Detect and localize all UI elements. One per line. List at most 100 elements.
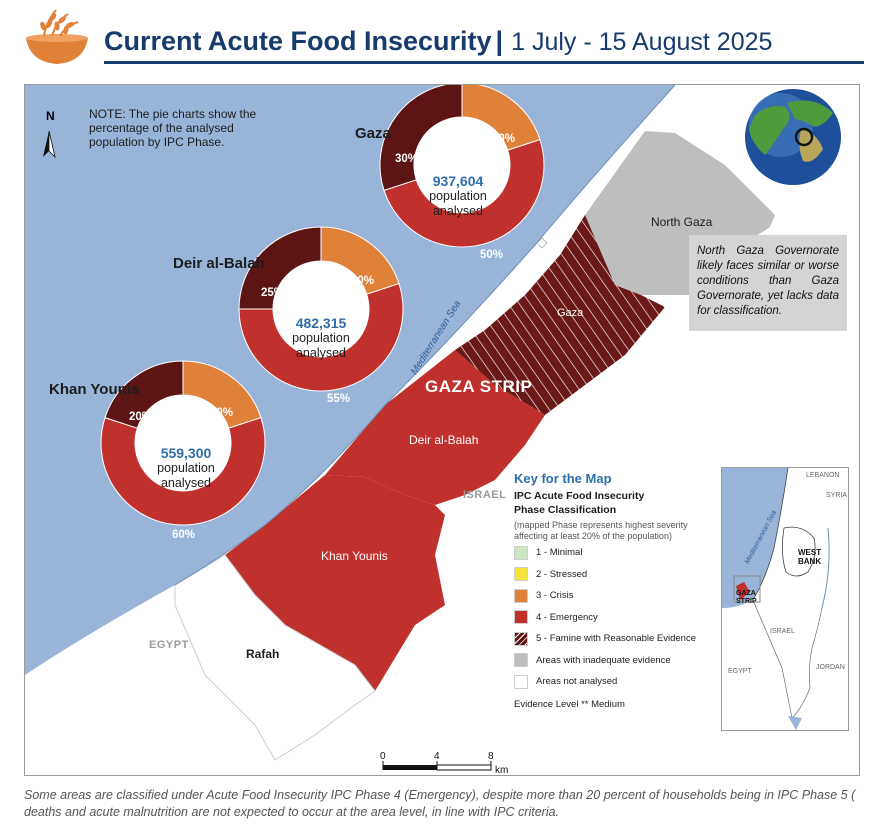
diamond-marker (536, 237, 548, 249)
legend-item-crisis: 3 - Crisis (514, 585, 706, 607)
label-north-gaza: North Gaza (651, 215, 713, 229)
khan-younis-area (225, 475, 445, 691)
swatch-not-analysed (514, 674, 528, 689)
legend-subtitle-line1: IPC Acute Food Insecurity (514, 490, 645, 502)
analysed-caption: analysed (295, 346, 347, 360)
legend-label: Areas not analysed (536, 676, 618, 688)
pct-deir-famine: 25% (261, 287, 285, 299)
inset-label-jordan: JORDAN (816, 664, 845, 671)
title-text: Current Acute Food Insecurity (104, 26, 492, 56)
inset-label-gaza-strip: GAZA STRIP (736, 590, 757, 605)
legend-label: 5 - Famine with Reasonable Evidence (536, 633, 697, 645)
pie-hole (273, 261, 369, 357)
footer-note: Some areas are classified under Acute Fo… (24, 787, 855, 821)
label-rafah: Rafah (246, 647, 280, 661)
swatch-crisis (514, 588, 528, 603)
analysed-caption: analysed (432, 204, 484, 218)
pct-khan-emergency: 60% (172, 529, 196, 541)
map-canvas (25, 85, 841, 771)
inset-label-egypt: EGYPT (728, 668, 752, 675)
inset-label-west-bank: WEST BANK (798, 548, 822, 566)
gaza-governorate-area (455, 215, 665, 415)
legend-item-famine: 5 - Famine with Reasonable Evidence (514, 628, 706, 650)
legend-label: 3 - Crisis (536, 590, 574, 602)
pct-khan-famine: 20% (129, 411, 153, 423)
scale-tick-0: 0 (380, 751, 386, 762)
rafah-area (174, 554, 376, 761)
label-gaza-strip: GAZA STRIP (425, 377, 533, 396)
footer-line-1: Some areas are classified under Acute Fo… (24, 788, 856, 802)
pct-deir-emergency: 55% (327, 393, 351, 405)
label-israel: ISRAEL (463, 489, 507, 501)
title-separator: | (495, 26, 504, 56)
evidence-label: Evidence Level (514, 698, 579, 710)
title-date-range: 1 July - 15 August 2025 (511, 28, 773, 56)
legend-subtitle-line2: Phase Classification (514, 504, 617, 516)
coastline (174, 85, 676, 586)
pie-title-gaza: Gaza (355, 125, 391, 142)
deir-al-balah-area (325, 350, 545, 505)
map-frame: N NOTE: The pie charts show the percenta… (24, 84, 860, 776)
legend-item-stressed: 2 - Stressed (514, 564, 706, 586)
north-label: N (46, 109, 55, 123)
legend-note: (mapped Phase represents highest severit… (514, 520, 688, 541)
label-gaza: Gaza (557, 307, 584, 319)
population-value: 482,315 (295, 315, 347, 331)
swatch-emergency (514, 610, 528, 625)
swatch-minimal (514, 545, 528, 560)
analysed-caption: analysed (160, 476, 212, 490)
swatch-stressed (514, 567, 528, 582)
inset-label-israel: ISRAEL (770, 628, 795, 635)
inset-label-syria: SYRIA (826, 492, 848, 499)
evidence-level: Evidence Level ** Medium (514, 699, 706, 710)
legend-label: 1 - Minimal (536, 547, 583, 559)
pie-note: NOTE: The pie charts show the percentage… (89, 107, 257, 149)
population-value: 559,300 (160, 445, 212, 461)
label-deir-al-balah: Deir al-Balah (409, 433, 479, 447)
wheat-bowl-icon (26, 9, 88, 64)
globe-icon (745, 89, 841, 185)
inset-map: LEBANON SYRIA WEST BANK GAZA STRIP ISRAE… (721, 467, 849, 731)
inset-map-canvas (722, 468, 830, 730)
evidence-value: ** Medium (581, 698, 625, 710)
north-arrow-icon (43, 130, 56, 159)
legend-item-inadequate: Areas with inadequate evidence (514, 650, 706, 672)
legend-label: Areas with inadequate evidence (536, 654, 671, 666)
page-title: Current Acute Food Insecurity | 1 July - 1… (104, 26, 772, 57)
north-gaza-note: North Gaza Governorate likely faces simi… (689, 235, 847, 331)
pie-center-gaza: 937,604 population analysed (408, 173, 508, 219)
population-caption: population (292, 331, 350, 345)
pct-gaza-emergency: 50% (480, 249, 504, 261)
label-egypt: EGYPT (149, 639, 189, 651)
footer-line-2: deaths and acute malnutrition are not ex… (24, 805, 560, 819)
pie-title-khan-younis: Khan Younis (49, 381, 140, 398)
pie-hole (135, 395, 231, 491)
pct-gaza-famine: 30% (395, 153, 419, 165)
legend-item-emergency: 4 - Emergency (514, 607, 706, 629)
title-bar: Current Acute Food Insecurity | 1 July - 1… (0, 0, 884, 70)
swatch-inadequate (514, 653, 528, 668)
pie-title-deir-al-balah: Deir al-Balah (173, 255, 265, 272)
legend-label: 4 - Emergency (536, 611, 598, 623)
pct-khan-crisis: 20% (210, 407, 234, 419)
label-khan-younis: Khan Younis (321, 549, 388, 563)
pie-center-khan-younis: 559,300 population analysed (136, 445, 236, 491)
title-underline (104, 61, 864, 64)
pct-deir-crisis: 20% (351, 275, 375, 287)
map-legend: Key for the Map IPC Acute Food Insecurit… (509, 467, 711, 729)
scale-unit: km (495, 765, 509, 776)
inset-label-lebanon: LEBANON (806, 472, 840, 479)
pie-hole (414, 117, 510, 213)
scale-tick-4: 4 (434, 751, 440, 762)
population-value: 937,604 (432, 173, 484, 189)
population-caption: population (157, 461, 215, 475)
pct-gaza-crisis: 20% (492, 133, 516, 145)
legend-subtitle: IPC Acute Food Insecurity Phase Classifi… (514, 489, 706, 517)
swatch-famine (514, 631, 528, 646)
legend-item-minimal: 1 - Minimal (514, 542, 706, 564)
scale-bar (382, 761, 492, 771)
legend-title: Key for the Map (514, 471, 612, 486)
pie-center-deir-al-balah: 482,315 population analysed (271, 315, 371, 361)
scale-tick-8: 8 (488, 751, 494, 762)
population-caption: population (429, 189, 487, 203)
